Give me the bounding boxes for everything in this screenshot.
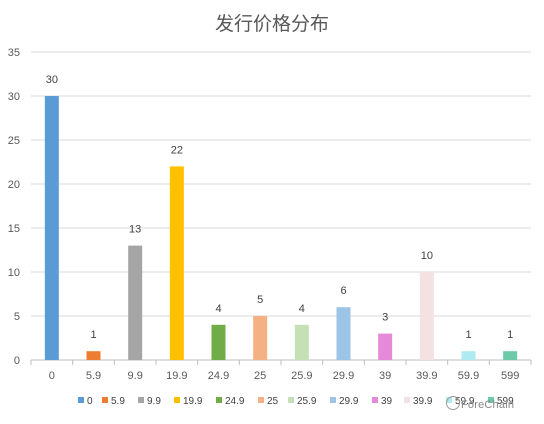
circle-logo-icon — [446, 396, 460, 410]
legend-item-24.9: 24.9 — [216, 396, 245, 407]
legend-label: 39.9 — [413, 396, 433, 407]
legend-label: 25.9 — [297, 396, 317, 407]
x-tick-label: 39.9 — [416, 370, 437, 382]
bar-24.9 — [211, 324, 226, 360]
x-tick-label: 59.9 — [458, 370, 479, 382]
x-tick-label: 39 — [379, 370, 391, 382]
legend-item-25: 25 — [258, 396, 279, 407]
legend-item-599: 599 — [488, 396, 514, 407]
legend-swatch — [488, 397, 494, 403]
legend: 0 5.9 9.9 19.9 24.9 25 25.9 29.9 39 39.9 59.9 599 — [78, 396, 514, 407]
data-label: 10 — [421, 250, 433, 262]
legend-label: 29.9 — [339, 396, 359, 407]
watermark-text: ForeChain — [461, 399, 515, 411]
bar-5.9 — [86, 351, 101, 360]
legend-swatch — [288, 397, 294, 403]
y-tick-label: 20 — [8, 179, 20, 191]
x-tick-label: 0 — [49, 370, 55, 382]
legend-label: 599 — [497, 396, 514, 407]
legend-label: 24.9 — [225, 396, 245, 407]
data-label: 6 — [340, 285, 346, 297]
x-tick-label: 25.9 — [291, 370, 312, 382]
data-label: 13 — [129, 224, 141, 236]
y-tick-label: 5 — [14, 311, 20, 323]
bar-599 — [503, 351, 518, 360]
legend-label: 19.9 — [183, 396, 203, 407]
grid-lines — [31, 51, 531, 361]
x-tick-label: 9.9 — [128, 370, 143, 382]
bars — [44, 96, 518, 360]
y-tick-label: 0 — [14, 355, 20, 367]
legend-item-19.9: 19.9 — [174, 396, 203, 407]
bar-19.9 — [169, 166, 184, 360]
x-tick-label: 29.9 — [333, 370, 354, 382]
data-label: 1 — [90, 329, 96, 341]
legend-label: 5.9 — [111, 396, 125, 407]
legend-swatch — [174, 397, 180, 403]
data-label: 30 — [46, 74, 58, 86]
legend-item-9.9: 9.9 — [138, 396, 161, 407]
y-tick-label: 10 — [8, 267, 20, 279]
data-label: 4 — [215, 303, 221, 315]
bar-59.9 — [461, 351, 476, 360]
data-label: 1 — [507, 329, 513, 341]
legend-label: 0 — [87, 396, 93, 407]
legend-swatch — [102, 397, 108, 403]
x-tick-label: 599 — [501, 370, 519, 382]
y-tick-label: 30 — [8, 91, 20, 103]
legend-item-39: 39 — [372, 396, 393, 407]
legend-label: 39 — [381, 396, 393, 407]
legend-swatch — [258, 397, 264, 403]
chart-title: 发行价格分布 — [214, 13, 329, 35]
y-tick-label: 15 — [8, 223, 20, 235]
legend-swatch — [372, 397, 378, 403]
x-tick-label: 19.9 — [166, 370, 187, 382]
data-label: 5 — [257, 294, 263, 306]
bar-39.9 — [419, 272, 434, 360]
x-tick-label: 5.9 — [86, 370, 101, 382]
legend-item-5.9: 5.9 — [102, 396, 125, 407]
legend-swatch — [216, 397, 222, 403]
data-label: 22 — [171, 144, 183, 156]
legend-swatch — [78, 397, 84, 403]
legend-item-29.9: 29.9 — [330, 396, 359, 407]
bar-25 — [253, 316, 268, 360]
legend-item-39.9: 39.9 — [404, 396, 433, 407]
legend-item-25.9: 25.9 — [288, 396, 317, 407]
bar-25.9 — [294, 324, 309, 360]
bar-0 — [44, 96, 59, 360]
bar-29.9 — [336, 307, 351, 360]
legend-item-0: 0 — [78, 396, 93, 407]
data-labels: 30 1 13 22 4 5 4 6 3 10 1 1 — [46, 74, 514, 341]
data-label: 3 — [382, 312, 388, 324]
watermark: ForeChain — [446, 396, 514, 411]
bar-39 — [378, 333, 393, 360]
legend-swatch — [138, 397, 144, 403]
bar-9.9 — [128, 245, 143, 360]
legend-label: 59.9 — [455, 396, 475, 407]
legend-swatch — [404, 397, 410, 403]
legend-label: 25 — [267, 396, 279, 407]
x-tick-label: 25 — [254, 370, 266, 382]
y-tick-label: 35 — [8, 47, 20, 59]
x-tick-label: 24.9 — [208, 370, 229, 382]
legend-swatch — [330, 397, 336, 403]
data-label: 1 — [465, 329, 471, 341]
data-label: 4 — [299, 303, 305, 315]
y-tick-label: 25 — [8, 135, 20, 147]
legend-label: 9.9 — [147, 396, 161, 407]
